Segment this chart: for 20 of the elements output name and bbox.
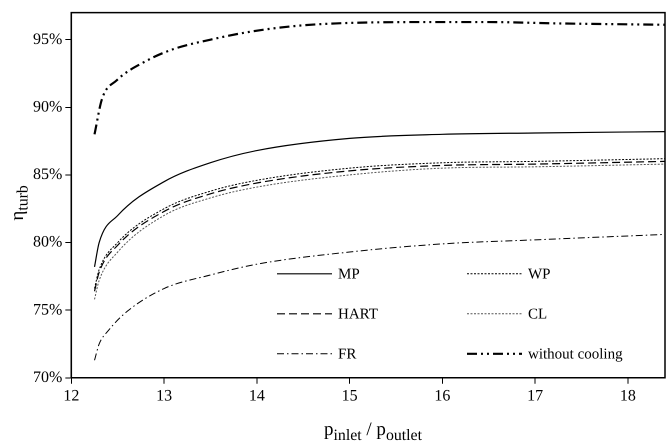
x-tick-label: 14 [248, 388, 265, 405]
x-tick-label: 12 [63, 388, 80, 405]
legend-label: FR [338, 346, 356, 363]
legend-label: WP [528, 266, 550, 283]
y-tick-label: 95% [33, 30, 62, 48]
y-tick-label: 90% [33, 98, 62, 116]
legend-label: MP [338, 266, 360, 283]
legend-label: HART [338, 306, 378, 323]
x-tick-label: 13 [156, 388, 172, 405]
x-tick-label: 16 [434, 388, 450, 405]
y-tick-label: 85% [33, 166, 62, 184]
x-tick-label: 15 [342, 388, 358, 405]
x-tick-label: 18 [620, 388, 636, 405]
y-tick-label: 75% [33, 301, 62, 318]
x-tick-label: 17 [527, 388, 544, 405]
y-tick-label: 80% [33, 234, 62, 251]
x-axis-title: p$_{inlet}$ / p$_{outlet}$ [323, 419, 423, 445]
y-tick-label: 70% [33, 369, 62, 386]
legend-label: without cooling [528, 346, 624, 363]
legend-label: CL [528, 306, 548, 323]
